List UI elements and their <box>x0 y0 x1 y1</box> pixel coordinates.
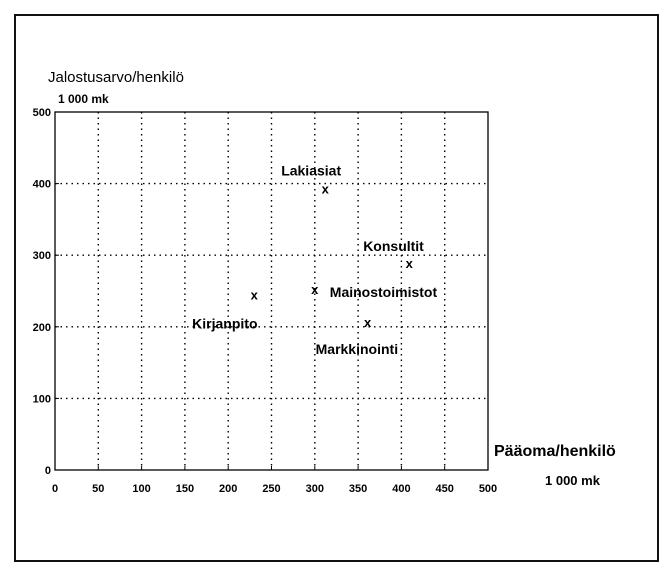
data-point-marker: x <box>251 288 259 303</box>
x-axis-unit: 1 000 mk <box>545 473 601 488</box>
data-point-label: Mainostoimistot <box>330 284 438 300</box>
data-point-label: Markkinointi <box>316 341 398 357</box>
data-point-label: Kirjanpito <box>192 316 257 332</box>
y-axis-unit: 1 000 mk <box>58 92 109 106</box>
x-tick-label: 250 <box>262 483 280 495</box>
data-point-marker: x <box>322 182 330 197</box>
figure-frame <box>14 14 659 562</box>
x-tick-label: 500 <box>479 483 497 495</box>
data-points: x Lakiasiat x Konsultit x Mainostoimistot x Kir… <box>192 163 437 357</box>
data-point-marker: x <box>406 256 414 271</box>
y-tick-label: 200 <box>33 322 51 334</box>
x-tick-label: 200 <box>219 483 237 495</box>
y-axis-ticks: 0 100 200 300 400 500 <box>33 107 59 477</box>
x-tick-label: 300 <box>306 483 324 495</box>
x-tick-label: 150 <box>176 483 194 495</box>
y-axis-label: Jalostusarvo/henkilö <box>48 69 184 86</box>
y-tick-label: 300 <box>33 250 51 262</box>
data-point-marker: x <box>311 282 319 297</box>
x-axis-ticks: 0 50 100 150 200 250 300 350 400 450 500 <box>52 466 497 495</box>
grid <box>55 112 488 470</box>
x-axis-label: Pääoma/henkilö <box>494 443 616 460</box>
data-point-marker: x <box>364 315 372 330</box>
x-tick-label: 100 <box>132 483 150 495</box>
x-tick-label: 50 <box>92 483 104 495</box>
x-tick-label: 450 <box>436 483 454 495</box>
y-tick-label: 500 <box>33 107 51 119</box>
y-tick-label: 0 <box>45 465 51 477</box>
y-tick-label: 100 <box>33 393 51 405</box>
data-point-label: Lakiasiat <box>281 163 341 179</box>
x-tick-label: 400 <box>392 483 410 495</box>
x-tick-label: 0 <box>52 483 58 495</box>
data-point-label: Konsultit <box>363 238 424 254</box>
y-tick-label: 400 <box>33 179 51 191</box>
x-tick-label: 350 <box>349 483 367 495</box>
